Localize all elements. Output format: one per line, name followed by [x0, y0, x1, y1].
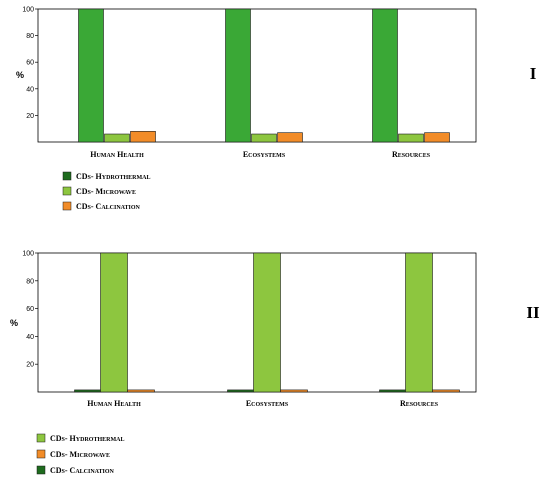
panel-1-legend-label: CDs- Calcination	[76, 202, 141, 211]
panel-2-bar-cds-calcination-ecosystems	[227, 389, 255, 393]
panel-2-ytick-label: 80	[26, 278, 34, 285]
panel-1-ytick-label: 40	[26, 86, 34, 93]
panel-1-legend-label: CDs- Hydrothermal	[76, 172, 150, 181]
panel-1-category-label: Human Health	[90, 150, 144, 159]
panel-2-ytick-label: 20	[26, 362, 34, 369]
panel-2-legend-swatch	[36, 449, 46, 459]
panel-2-legend-label: CDs- Calcination	[50, 466, 115, 475]
panel-2-bar-cds-hydrothermal-human-health	[100, 252, 128, 393]
panel-2-category-label: Ecosystems	[246, 399, 289, 408]
panel-1-legend-label: CDs- Microwave	[76, 187, 136, 196]
panel-1-category-label: Ecosystems	[243, 150, 286, 159]
panel-1-bar-cds-microwave-human-health	[104, 133, 130, 143]
panel-2-ytick-label: 100	[22, 251, 34, 258]
panel-1-bar-cds-calcination-human-health	[130, 131, 156, 143]
panel-1-label: I	[530, 64, 537, 83]
panel-1-bar-cds-calcination-resources	[424, 132, 450, 143]
panel-2-label: II	[526, 303, 540, 322]
panel-1-ytick-label: 80	[26, 33, 34, 40]
panel-2-legend-swatch	[36, 465, 46, 475]
panel-1-bar-cds-calcination-ecosystems	[277, 132, 303, 143]
panel-2-bar-cds-calcination-resources	[379, 389, 407, 393]
panel-2-ytick-label: 60	[26, 306, 34, 313]
panel-1-ytick-label: 60	[26, 60, 34, 67]
panel-2-ytick-label: 40	[26, 334, 34, 341]
panel-1-legend-swatch	[62, 171, 72, 181]
panel-1-ytick-label: 20	[26, 113, 34, 120]
panel-1-ytick-label: 100	[22, 7, 34, 14]
panel-2-category-label: Human Health	[87, 399, 141, 408]
panel-1-y-axis-label: %	[16, 70, 24, 80]
panel-1-category-label: Resources	[392, 150, 431, 159]
panel-2-bar-cds-calcination-human-health	[74, 389, 102, 393]
panel-2-bar-cds-microwave-human-health	[127, 389, 155, 393]
panel-1-bar-cds-microwave-resources	[398, 133, 424, 143]
panel-2-bar-cds-hydrothermal-ecosystems	[253, 252, 281, 393]
panel-2-bar-cds-microwave-ecosystems	[280, 389, 308, 393]
panel-2-legend-label: CDs- Hydrothermal	[50, 434, 124, 443]
panel-1-legend-swatch	[62, 201, 72, 211]
panel-2-y-axis-label: %	[10, 318, 18, 328]
panel-2-bar-cds-hydrothermal-resources	[405, 252, 433, 393]
panel-2-category-label: Resources	[400, 399, 439, 408]
panel-1-bar-cds-hydrothermal-resources	[372, 8, 398, 143]
panel-2-legend-label: CDs- Microwave	[50, 450, 110, 459]
panel-1-bar-cds-hydrothermal-ecosystems	[225, 8, 251, 143]
panel-1-legend-swatch	[62, 186, 72, 196]
panel-2-legend-swatch	[36, 433, 46, 443]
panel-1-bar-cds-microwave-ecosystems	[251, 133, 277, 143]
panel-1-bar-cds-hydrothermal-human-health	[78, 8, 104, 143]
panel-1-plot-frame	[37, 8, 477, 143]
panel-2-bar-cds-microwave-resources	[432, 389, 460, 393]
